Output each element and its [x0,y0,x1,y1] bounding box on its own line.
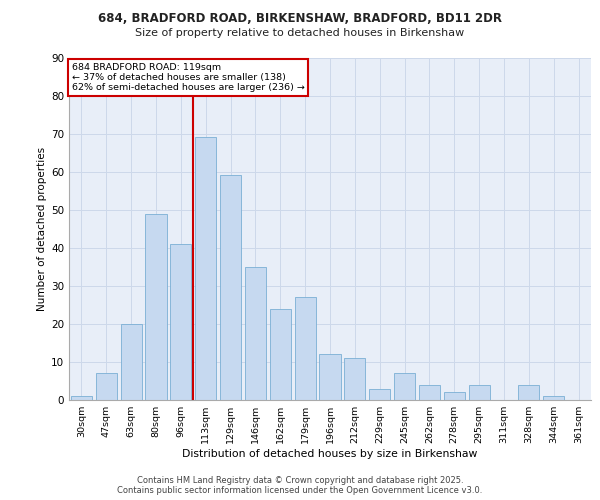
Bar [469,385,490,400]
Bar [96,374,117,400]
Text: 684, BRADFORD ROAD, BIRKENSHAW, BRADFORD, BD11 2DR: 684, BRADFORD ROAD, BIRKENSHAW, BRADFORD… [98,12,502,26]
Text: Size of property relative to detached houses in Birkenshaw: Size of property relative to detached ho… [136,28,464,38]
Bar [518,385,539,400]
Bar [394,374,415,400]
X-axis label: Distribution of detached houses by size in Birkenshaw: Distribution of detached houses by size … [182,449,478,459]
Bar [444,392,465,400]
Text: 684 BRADFORD ROAD: 119sqm
← 37% of detached houses are smaller (138)
62% of semi: 684 BRADFORD ROAD: 119sqm ← 37% of detac… [71,62,304,92]
Y-axis label: Number of detached properties: Number of detached properties [37,146,47,311]
Bar [270,308,291,400]
Bar [295,297,316,400]
Bar [369,388,390,400]
Bar [543,396,564,400]
Bar [145,214,167,400]
Bar [195,138,216,400]
Bar [170,244,191,400]
Bar [319,354,341,400]
Bar [344,358,365,400]
Bar [419,385,440,400]
Bar [220,176,241,400]
Bar [245,267,266,400]
Bar [71,396,92,400]
Bar [121,324,142,400]
Text: Contains HM Land Registry data © Crown copyright and database right 2025.
Contai: Contains HM Land Registry data © Crown c… [118,476,482,495]
